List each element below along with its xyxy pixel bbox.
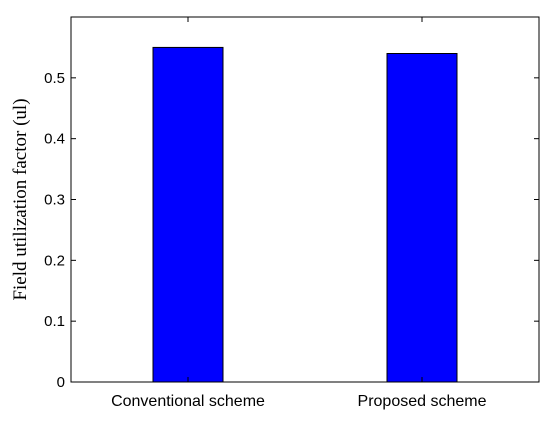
y-axis: 0 0.1 0.2 0.3 0.4 0.5 xyxy=(44,70,539,391)
x-category-label: Proposed scheme xyxy=(358,393,487,410)
y-tick-label: 0.4 xyxy=(44,131,65,148)
bars-layer xyxy=(152,46,458,383)
y-tick-label: 0.1 xyxy=(44,313,65,330)
x-axis: Conventional scheme Proposed scheme xyxy=(111,17,487,410)
bar-2 xyxy=(386,53,458,383)
y-tick-label: 0.5 xyxy=(44,70,65,87)
y-tick-label: 0.2 xyxy=(44,252,65,269)
bar-1 xyxy=(152,46,224,383)
plot-area xyxy=(71,17,539,382)
x-category-label: Conventional scheme xyxy=(111,393,265,410)
y-tick-label: 0.3 xyxy=(44,192,65,209)
y-axis-title: Field utilization factor (ul) xyxy=(10,98,31,300)
y-tick-label: 0 xyxy=(57,374,65,391)
